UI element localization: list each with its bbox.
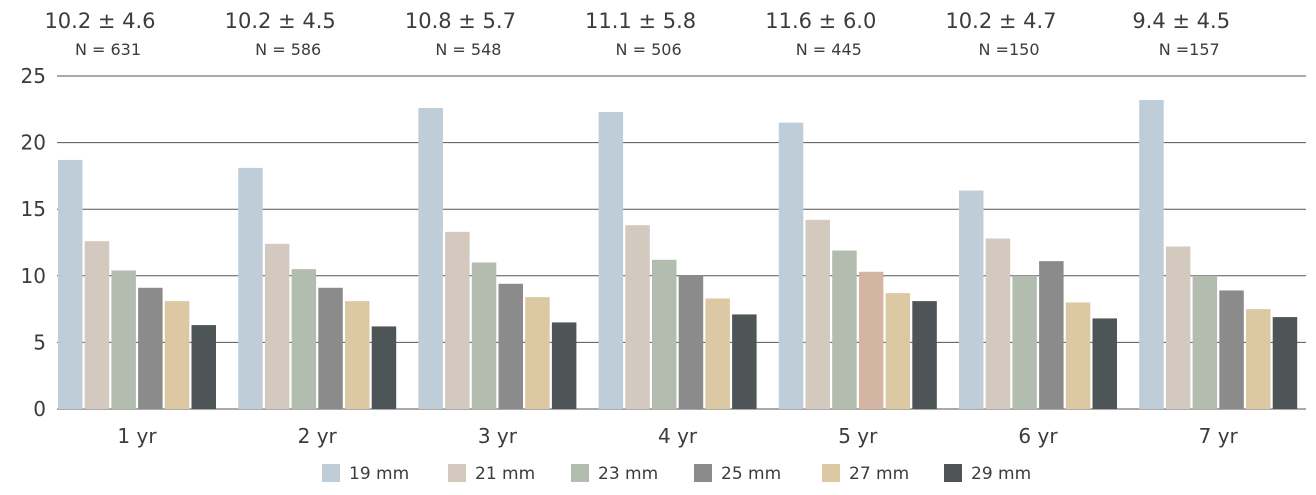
bar	[111, 270, 136, 409]
bar	[885, 293, 911, 409]
bar	[832, 250, 857, 409]
bar	[445, 231, 470, 409]
bar	[1065, 302, 1091, 409]
bar	[264, 243, 290, 409]
legend-swatch	[448, 464, 466, 482]
group-n-label: N =157	[1159, 40, 1220, 59]
bar	[191, 325, 216, 409]
group-n-label: N = 586	[255, 40, 321, 59]
bar	[58, 159, 83, 409]
legend-label: 25 mm	[721, 464, 781, 484]
bar	[1039, 261, 1064, 409]
bar	[1272, 317, 1298, 409]
group-mean-label: 11.6 ± 6.0	[765, 9, 876, 33]
x-tick-label: 6 yr	[1018, 424, 1058, 448]
legend-swatch	[322, 464, 340, 482]
group-mean-label: 10.2 ± 4.6	[44, 9, 155, 33]
legend-label: 29 mm	[971, 464, 1031, 484]
group-n-label: N = 506	[616, 40, 682, 59]
bar	[164, 301, 190, 409]
bar	[598, 111, 624, 410]
bar	[525, 297, 550, 409]
bar	[1246, 309, 1271, 409]
y-tick-label: 20	[21, 131, 46, 155]
bar	[418, 107, 443, 409]
y-tick-label: 0	[33, 397, 46, 421]
legend-label: 23 mm	[598, 464, 658, 484]
legend-label: 19 mm	[349, 464, 409, 484]
bar	[138, 287, 163, 409]
bar	[1192, 275, 1218, 409]
group-n-label: N = 631	[75, 40, 141, 59]
bar	[291, 269, 317, 409]
bar	[805, 219, 830, 409]
legend-swatch	[571, 464, 589, 482]
bar	[678, 275, 704, 409]
bar	[498, 283, 523, 409]
bar	[238, 167, 263, 409]
bar	[625, 225, 650, 409]
group-mean-label: 9.4 ± 4.5	[1132, 9, 1230, 33]
legend-label: 27 mm	[849, 464, 909, 484]
x-tick-label: 5 yr	[838, 424, 878, 448]
group-n-label: N = 548	[435, 40, 501, 59]
legend-label: 21 mm	[475, 464, 535, 484]
y-tick-label: 25	[21, 64, 46, 88]
group-n-label: N =150	[979, 40, 1040, 59]
legend-swatch	[694, 464, 712, 482]
bar	[705, 298, 730, 409]
legend-swatch	[822, 464, 840, 482]
group-mean-label: 10.2 ± 4.5	[225, 9, 336, 33]
bar	[985, 238, 1011, 409]
group-mean-label: 10.8 ± 5.7	[405, 9, 516, 33]
x-tick-label: 2 yr	[298, 424, 338, 448]
bar	[778, 122, 804, 410]
group-mean-label: 10.2 ± 4.7	[945, 9, 1056, 33]
x-tick-label: 4 yr	[658, 424, 698, 448]
bar	[318, 287, 343, 409]
x-tick-label: 1 yr	[117, 424, 157, 448]
bar	[912, 301, 937, 409]
y-tick-label: 15	[21, 197, 46, 221]
bar	[652, 259, 677, 409]
x-tick-label: 7 yr	[1199, 424, 1239, 448]
bar	[858, 271, 884, 409]
bar	[732, 314, 757, 409]
bar	[371, 326, 397, 409]
y-tick-label: 10	[21, 264, 46, 288]
bar	[84, 241, 110, 409]
y-tick-label: 5	[33, 330, 46, 354]
legend-swatch	[944, 464, 962, 482]
bar	[1012, 275, 1037, 409]
bar	[345, 301, 370, 409]
bar	[1139, 99, 1164, 409]
bar	[471, 262, 497, 409]
bar	[1219, 290, 1244, 409]
bar	[1165, 246, 1191, 409]
x-tick-label: 3 yr	[478, 424, 518, 448]
group-n-label: N = 445	[796, 40, 862, 59]
group-mean-label: 11.1 ± 5.8	[585, 9, 696, 33]
bar	[551, 322, 577, 409]
bar	[959, 190, 984, 409]
bar	[1092, 318, 1117, 409]
